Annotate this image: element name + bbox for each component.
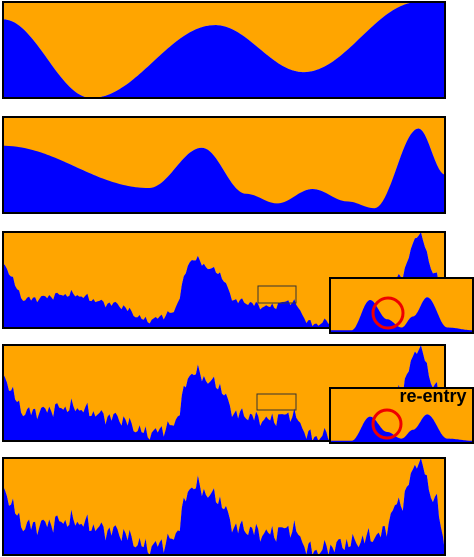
orange-region xyxy=(3,2,445,99)
panel-frame xyxy=(2,457,446,556)
re-entry-circle xyxy=(371,296,405,330)
re-entry-circle xyxy=(371,408,403,440)
annotation: re-entry xyxy=(399,386,466,406)
blue-region xyxy=(330,414,473,443)
zoom-box xyxy=(257,285,297,304)
blue-region xyxy=(3,345,445,441)
panel-frame xyxy=(329,387,474,444)
panel-frame xyxy=(2,1,446,99)
orange-region xyxy=(3,458,445,556)
blue-region xyxy=(330,297,473,333)
panel-frame xyxy=(329,277,474,334)
orange-region xyxy=(3,117,445,209)
zoom-box xyxy=(256,393,297,411)
panel-frame xyxy=(2,116,446,214)
blue-region xyxy=(3,128,445,213)
blue-region xyxy=(3,458,445,555)
blue-region xyxy=(3,232,445,328)
blue-region xyxy=(3,2,445,98)
orange-region xyxy=(330,388,473,442)
